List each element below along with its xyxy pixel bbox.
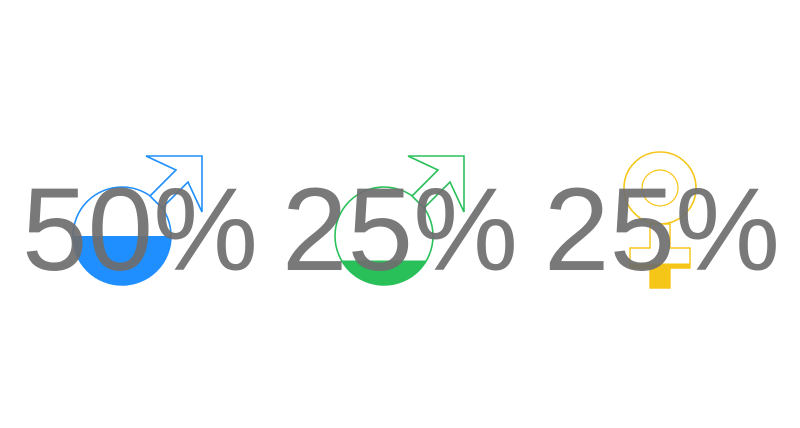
fill-level: [73, 236, 171, 285]
symbol-outline: [72, 186, 172, 286]
male-symbol-icon: [72, 155, 203, 286]
male-symbol-icon: [334, 155, 465, 286]
female-symbol-icon: [623, 151, 697, 289]
fill-level: [630, 263, 690, 288]
percent-label: 25%: [282, 164, 518, 296]
fill-level: [341, 260, 427, 285]
labels-layer: 50% 25% 25%: [22, 164, 780, 296]
symbol-inner-ring: [641, 169, 679, 207]
arrow-head: [407, 155, 465, 213]
percent-label: 25%: [544, 164, 780, 296]
arrow-head: [145, 155, 203, 213]
icons-layer: [72, 151, 697, 289]
symbol-outline: [334, 186, 434, 286]
percent-label: 50%: [22, 164, 258, 296]
